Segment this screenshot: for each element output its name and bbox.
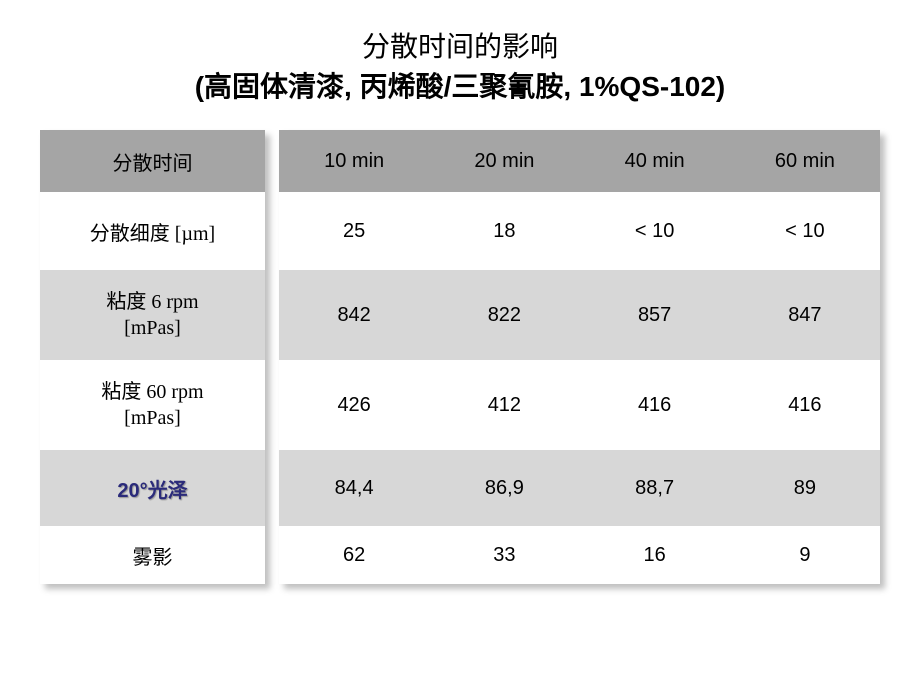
col-header-0: 10 min — [279, 150, 429, 173]
table-row: 426 412 416 416 — [279, 360, 880, 450]
cell: 33 — [429, 544, 579, 567]
data-table: 分散时间 分散细度 [µm] 粘度 6 rpm [mPas] 粘度 60 rpm… — [40, 130, 880, 584]
col-header-1: 20 min — [429, 150, 579, 173]
cell: 426 — [279, 394, 429, 417]
row-label-viscosity-6-text: 粘度 6 rpm [mPas] — [106, 289, 198, 341]
title-line-2: (高固体清漆, 丙烯酸/三聚氰胺, 1%QS-102) — [40, 65, 880, 105]
row-label-viscosity-6: 粘度 6 rpm [mPas] — [40, 270, 265, 360]
cell: 412 — [429, 394, 579, 417]
cell: < 10 — [580, 220, 730, 243]
gloss-label: 20°光泽 — [117, 474, 187, 503]
cell: 9 — [730, 544, 880, 567]
cell: 18 — [429, 220, 579, 243]
table-row: 84,4 86,9 88,7 89 — [279, 450, 880, 526]
row-label-fineness: 分散细度 [µm] — [40, 192, 265, 270]
header-row: 10 min 20 min 40 min 60 min — [279, 130, 880, 192]
table-data-columns: 10 min 20 min 40 min 60 min 25 18 < 10 <… — [279, 130, 880, 584]
table-row: 62 33 16 9 — [279, 526, 880, 584]
col-header-3: 60 min — [730, 150, 880, 173]
row-label-viscosity-60: 粘度 60 rpm [mPas] — [40, 360, 265, 450]
header-label: 分散时间 — [40, 130, 265, 192]
col-header-2: 40 min — [580, 150, 730, 173]
cell: 89 — [730, 477, 880, 500]
cell: 842 — [279, 304, 429, 327]
table-row: 25 18 < 10 < 10 — [279, 192, 880, 270]
cell: 857 — [580, 304, 730, 327]
cell: 822 — [429, 304, 579, 327]
row-label-viscosity-60-text: 粘度 60 rpm [mPas] — [101, 379, 203, 431]
cell: 16 — [580, 544, 730, 567]
cell: 416 — [580, 394, 730, 417]
row-label-haze: 雾影 — [40, 526, 265, 584]
cell: 416 — [730, 394, 880, 417]
cell: < 10 — [730, 220, 880, 243]
title-block: 分散时间的影响 (高固体清漆, 丙烯酸/三聚氰胺, 1%QS-102) — [40, 25, 880, 105]
cell: 84,4 — [279, 477, 429, 500]
cell: 88,7 — [580, 477, 730, 500]
cell: 86,9 — [429, 477, 579, 500]
cell: 25 — [279, 220, 429, 243]
cell: 847 — [730, 304, 880, 327]
table-row-labels: 分散时间 分散细度 [µm] 粘度 6 rpm [mPas] 粘度 60 rpm… — [40, 130, 265, 584]
cell: 62 — [279, 544, 429, 567]
table-row: 842 822 857 847 — [279, 270, 880, 360]
title-line-1: 分散时间的影响 — [40, 25, 880, 65]
row-label-gloss: 20°光泽 — [40, 450, 265, 526]
